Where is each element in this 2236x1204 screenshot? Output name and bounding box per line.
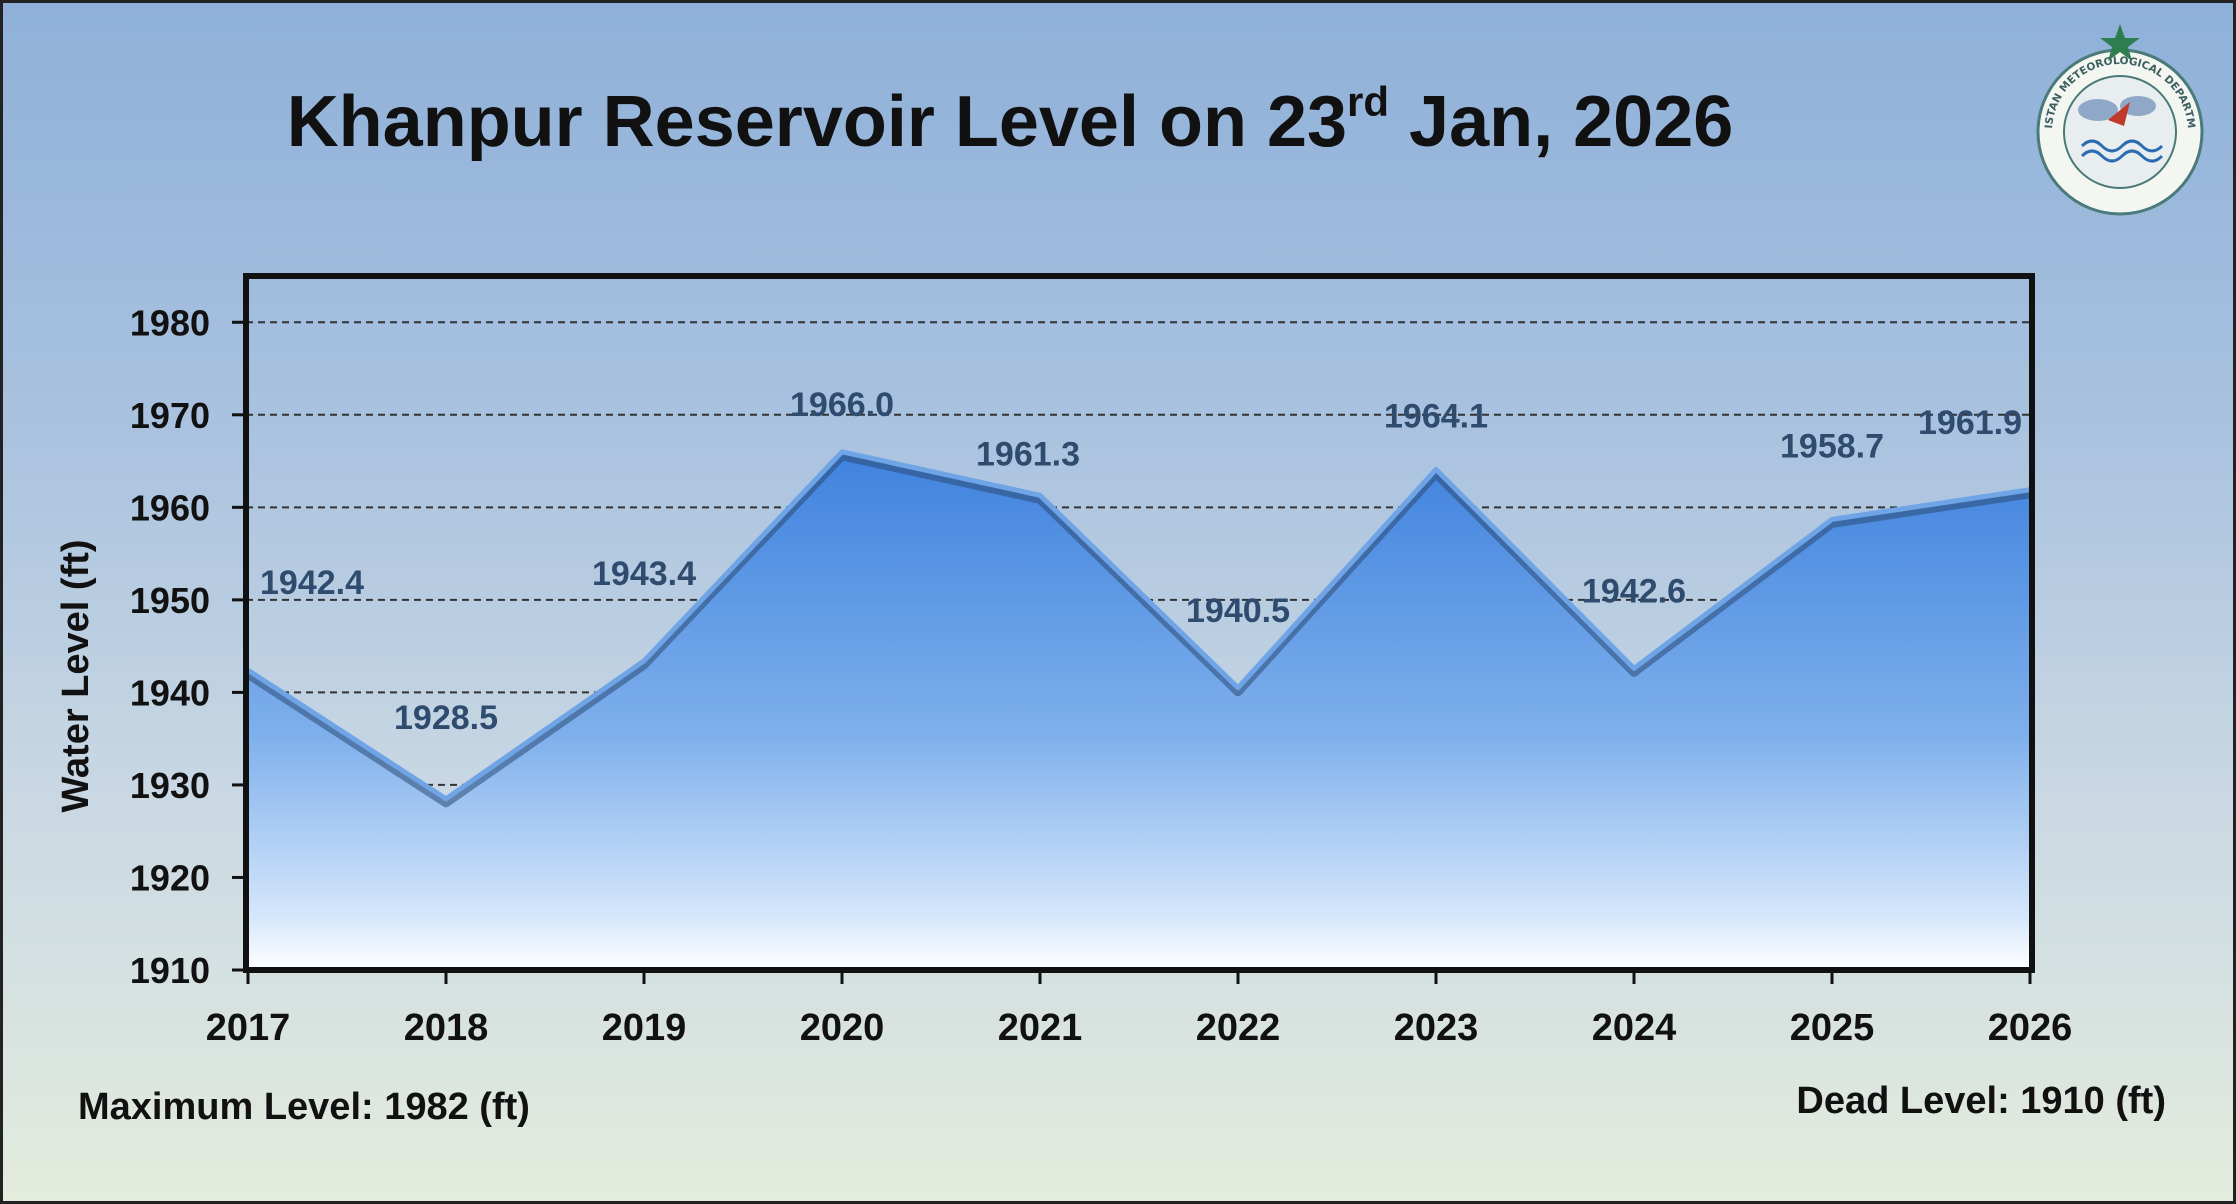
data-label: 1928.5 [394,699,498,737]
pmd-logo: PAKISTAN METEOROLOGICAL DEPARTMENT [2016,11,2220,220]
title-superscript: rd [1347,78,1390,125]
y-tick-label: 1940 [130,672,210,713]
title-suffix: Jan, 2026 [1389,82,1734,162]
y-axis-title: Water Level (ft) [55,539,97,812]
series-line [246,449,2031,802]
plot-border [243,273,2035,973]
x-tick-label: 2020 [800,1007,885,1049]
data-label: 1940.5 [1186,592,1290,630]
y-axis: 1910 1920 1930 1940 1950 1960 1970 1980 [130,302,246,991]
x-tick-label: 2018 [404,1007,489,1049]
x-tick-label: 2021 [998,1007,1083,1049]
maximum-level-note: Maximum Level: 1982 (ft) [78,1086,530,1128]
x-tick-label: 2022 [1196,1007,1281,1049]
area-layer [245,449,2031,970]
title-prefix: Khanpur Reservoir Level on 23 [286,82,1348,162]
y-tick-label: 1930 [130,765,210,806]
x-tick-label: 2019 [602,1007,687,1049]
y-tick-label: 1910 [130,950,210,991]
series-line-shadow [245,451,2031,808]
y-tick-label: 1980 [130,302,210,343]
y-tick-label: 1920 [130,857,210,898]
data-label: 1966.0 [790,386,894,424]
x-tick-label: 2017 [206,1007,291,1049]
y-tick-label: 1960 [130,487,210,528]
y-tick-label: 1970 [130,395,210,436]
data-labels: 1942.4 1928.5 1943.4 1966.0 1961.3 1940.5 1964… [260,386,2022,737]
x-tick-label: 2024 [1592,1007,1677,1049]
pmd-emblem-icon: PAKISTAN METEOROLOGICAL DEPARTMENT [2016,11,2204,216]
data-label: 1942.6 [1582,572,1686,610]
data-label: 1958.7 [1780,427,1884,465]
area-fill [248,451,2030,970]
data-label: 1961.9 [1918,404,2022,442]
data-label: 1961.3 [976,435,1080,473]
x-axis: 2017 2018 2019 2020 2021 2022 2023 2024 2025 2026 [206,970,2073,1049]
data-label: 1964.1 [1384,397,1488,435]
chart-title: Khanpur Reservoir Level on 23rd Jan, 202… [0,78,2020,163]
dead-level-note: Dead Level: 1910 (ft) [1796,1080,2166,1122]
data-label: 1943.4 [592,555,696,593]
data-label: 1942.4 [260,564,364,602]
x-tick-label: 2026 [1988,1007,2073,1049]
y-tick-label: 1950 [130,580,210,621]
x-tick-label: 2023 [1394,1007,1479,1049]
x-tick-label: 2025 [1790,1007,1875,1049]
